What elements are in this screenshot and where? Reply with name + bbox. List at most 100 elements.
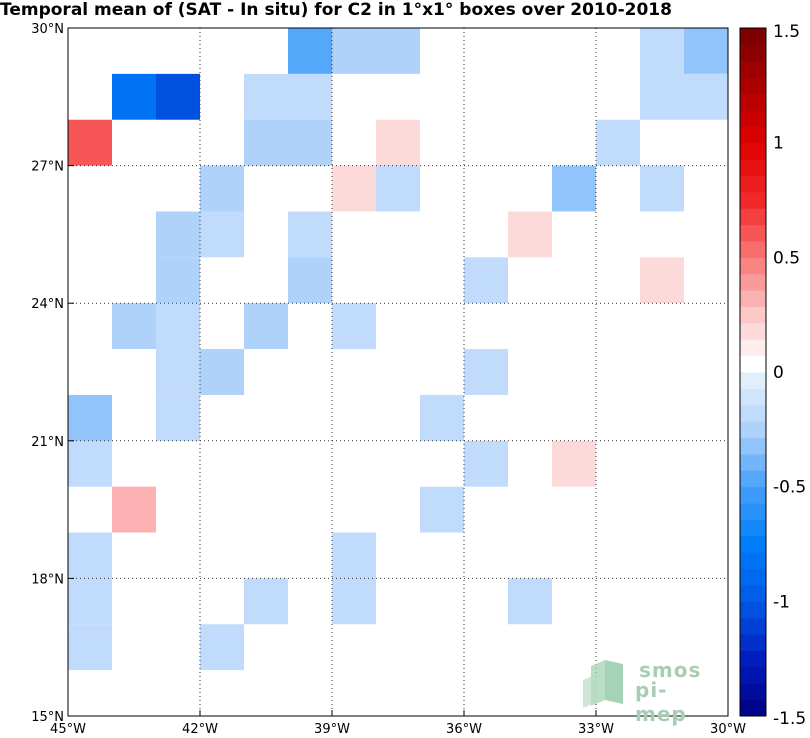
heatmap-cell (332, 578, 376, 625)
heatmap-cell (288, 28, 332, 74)
colorbar-bin (740, 552, 766, 570)
heatmap-cell (508, 211, 552, 258)
heatmap-cell (244, 73, 288, 120)
heatmap-cell (288, 73, 332, 120)
colorbar-bin (740, 535, 766, 553)
heatmap-cell (464, 349, 508, 395)
colorbar-bin (740, 355, 766, 373)
colorbar-bin (740, 584, 766, 602)
heatmap-cell (200, 349, 244, 395)
colorbar-bin (740, 437, 766, 455)
colorbar-bin (740, 683, 766, 701)
plot-frame (67, 27, 729, 717)
colorbar-tick-label: -1.5 (773, 709, 806, 729)
colorbar-bin (740, 257, 766, 275)
colorbar-bin (740, 208, 766, 226)
colorbar-bin (740, 404, 766, 422)
colorbar-bin (740, 339, 766, 357)
heatmap-cell (640, 257, 684, 304)
heatmap-cells (68, 28, 728, 671)
heatmap-cell (244, 119, 288, 166)
heatmap-cell (112, 303, 156, 350)
heatmap-cell (68, 440, 112, 487)
colorbar-bin (740, 191, 766, 209)
heatmap-cell (112, 73, 156, 120)
colorbar-bin (740, 421, 766, 439)
heatmap-cell (200, 211, 244, 258)
x-tick-label: 42°W (182, 722, 218, 737)
colorbar-bin (740, 77, 766, 95)
y-axis-ticks: 15°N 18°N 21°N 24°N 27°N 30°N (31, 22, 74, 725)
heatmap-cell (464, 257, 508, 304)
logo-line-1: smos (639, 658, 702, 682)
chart-title: Temporal mean of (SAT - In situ) for C2 … (0, 0, 672, 20)
colorbar-bin (740, 142, 766, 160)
colorbar-frame (739, 27, 767, 717)
heatmap-cell (68, 119, 112, 166)
heatmap-cell (552, 440, 596, 487)
y-tick-label: 21°N (31, 435, 64, 450)
heatmap-cell (332, 303, 376, 350)
colorbar-bin (740, 28, 766, 45)
heatmap-cell (156, 211, 200, 258)
heatmap-cell (244, 303, 288, 350)
colorbar-bin (740, 159, 766, 176)
heatmap-cell (332, 532, 376, 579)
colorbar-bin (740, 175, 766, 193)
colorbar-bin (740, 519, 766, 537)
colorbar-bin (740, 290, 766, 307)
heatmap-cell (420, 394, 464, 441)
x-tick-label: 33°W (578, 722, 614, 737)
heatmap-cell (68, 578, 112, 625)
heatmap-cell (464, 440, 508, 487)
colorbar-tick-label: 0.5 (773, 248, 800, 268)
colorbar-bin (740, 699, 766, 717)
heatmap-cell (684, 28, 728, 74)
heatmap-cell (200, 624, 244, 671)
colorbar-bin (740, 503, 766, 520)
colorbar-bin (740, 388, 766, 406)
heatmap-cell (332, 165, 376, 212)
heatmap-cell (640, 165, 684, 212)
heatmap-cell (112, 486, 156, 533)
colorbar-bin (740, 650, 766, 668)
colorbar-bin (740, 240, 766, 258)
heatmap-cell (376, 28, 420, 74)
logo-emblem-icon (583, 660, 623, 708)
x-tick-label: 39°W (314, 722, 350, 737)
colorbar-bin (740, 601, 766, 619)
colorbar-bin (740, 60, 766, 78)
heatmap-cell (508, 578, 552, 625)
heatmap-cell (640, 28, 684, 74)
colorbar-tick-label: -1 (773, 592, 790, 612)
smos-pimep-logo: smos pi-mep (583, 656, 713, 726)
heatmap-cell (244, 578, 288, 625)
colorbar-bin (740, 306, 766, 324)
heatmap-cell (552, 165, 596, 212)
y-tick-label: 30°N (31, 22, 64, 37)
heatmap-cell (684, 73, 728, 120)
heatmap-cell (376, 165, 420, 212)
heatmap-cell (68, 532, 112, 579)
colorbar-bin (740, 470, 766, 488)
colorbar-tick-label: 1.5 (773, 22, 800, 42)
colorbar-tick-label: 0 (773, 363, 784, 383)
heatmap-cell (288, 257, 332, 304)
colorbar-bin (740, 109, 766, 127)
x-tick-label: 45°W (50, 722, 86, 737)
y-tick-label: 24°N (31, 297, 64, 312)
colorbar-bin (740, 617, 766, 635)
colorbar-bin (740, 634, 766, 651)
heatmap-cell (332, 28, 376, 74)
heatmap-cell (156, 257, 200, 304)
x-tick-label: 36°W (446, 722, 482, 737)
heatmap-cell (156, 73, 200, 120)
y-tick-label: 18°N (31, 572, 64, 587)
grid-lines (68, 28, 728, 716)
y-tick-label: 15°N (31, 710, 64, 725)
y-tick-label: 27°N (31, 160, 64, 175)
heatmap-cell (596, 119, 640, 166)
heatmap-cell (156, 349, 200, 395)
colorbar-bin (740, 44, 766, 62)
